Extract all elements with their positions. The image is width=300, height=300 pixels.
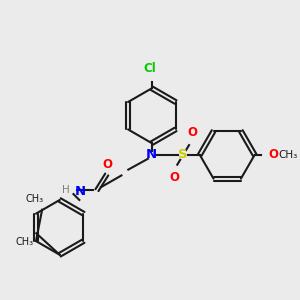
Text: N: N xyxy=(74,184,86,198)
Text: Cl: Cl xyxy=(143,61,156,75)
Text: O: O xyxy=(268,148,278,161)
Text: O: O xyxy=(103,158,113,171)
Text: N: N xyxy=(146,148,158,161)
Text: S: S xyxy=(178,148,188,161)
Text: O: O xyxy=(187,126,197,139)
Text: H: H xyxy=(62,185,70,195)
Text: CH₃: CH₃ xyxy=(278,150,297,160)
Text: CH₃: CH₃ xyxy=(15,237,34,247)
Text: CH₃: CH₃ xyxy=(25,194,43,204)
Text: O: O xyxy=(169,171,179,184)
